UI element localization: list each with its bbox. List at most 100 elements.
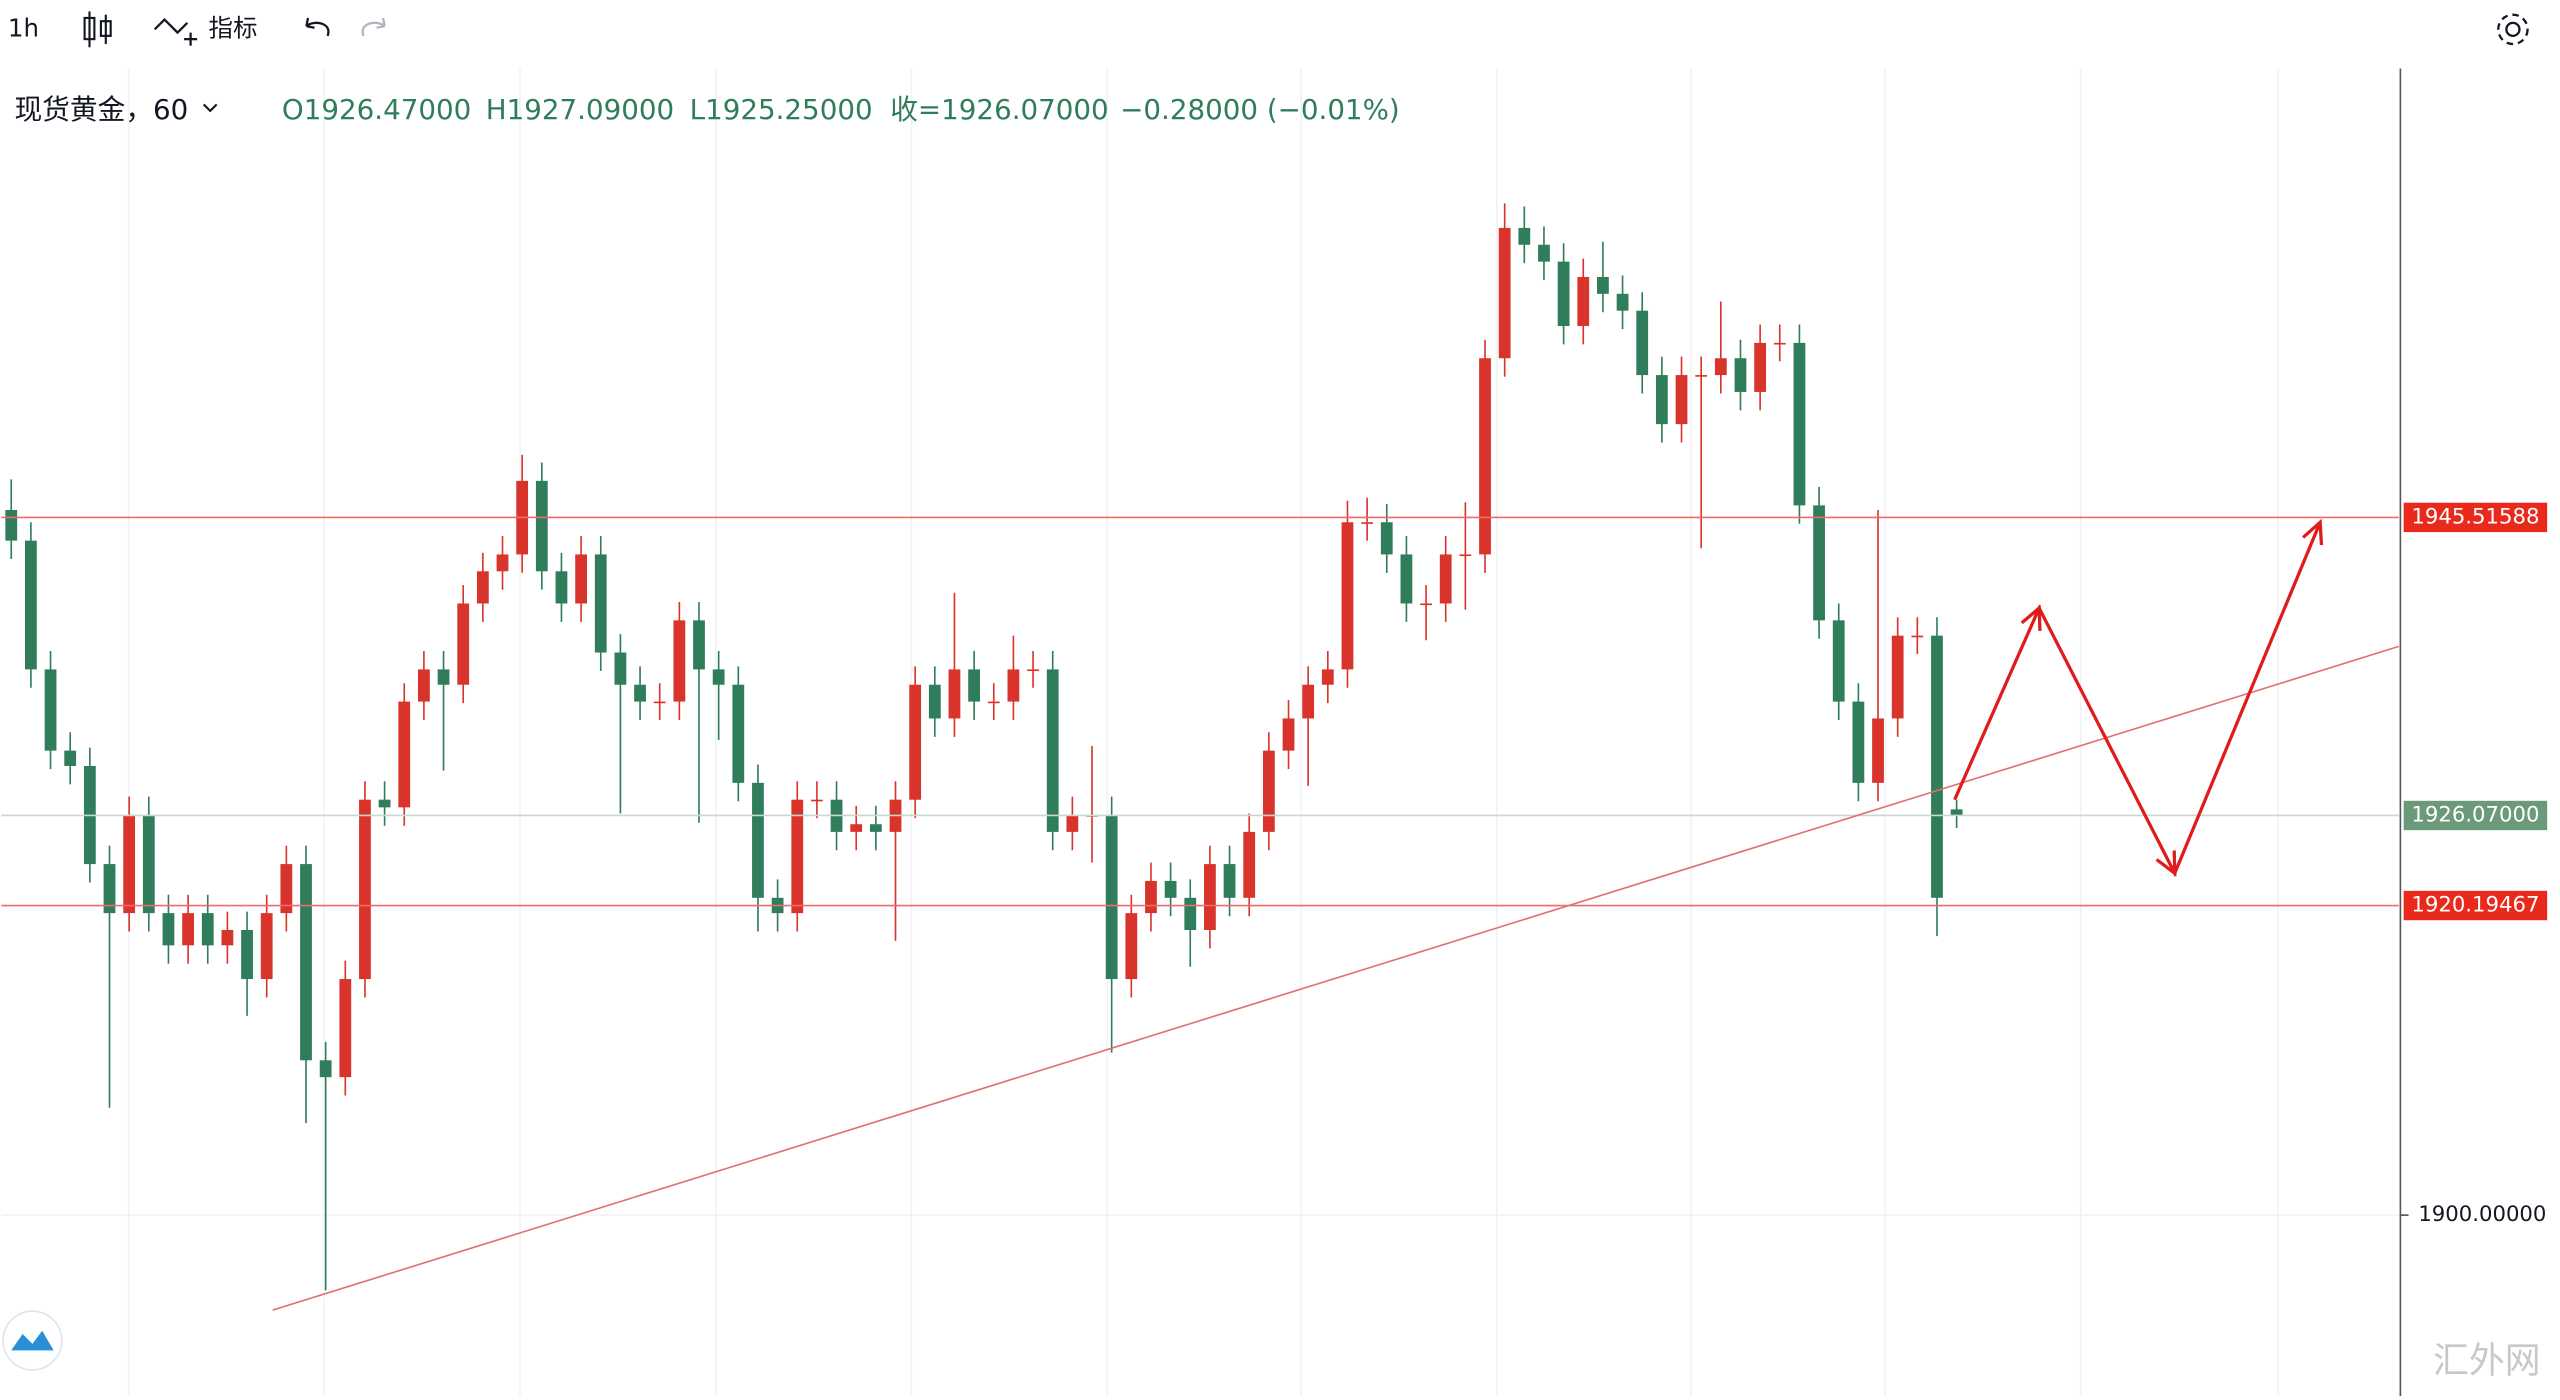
y-tick-label: 1900.00000 — [2418, 1201, 2546, 1226]
candle-body — [673, 620, 686, 702]
candle-body — [1891, 635, 1904, 719]
ohlc-open: O1926.47000 — [282, 93, 471, 126]
candle-body — [1145, 880, 1157, 914]
candle-body — [1773, 342, 1786, 345]
price-label: 1945.51588 — [2411, 503, 2539, 528]
arrowhead — [2302, 518, 2324, 546]
candle-body — [712, 669, 725, 685]
price-label-box — [2403, 502, 2548, 533]
candle-body — [241, 929, 253, 980]
indicators-label[interactable]: 指标 — [209, 13, 258, 42]
ohlc-close: 收=1926.07000 — [890, 93, 1108, 126]
undo-button[interactable] — [305, 17, 330, 37]
candle-body — [1262, 750, 1275, 832]
candle-body — [1066, 815, 1079, 832]
price-label-box — [2403, 890, 2548, 921]
candle-body — [201, 913, 214, 946]
candle-body — [948, 669, 961, 719]
candle-body — [1282, 718, 1295, 751]
candle-body — [339, 979, 352, 1078]
candle-body — [535, 480, 548, 572]
candle-body — [1439, 554, 1452, 604]
candle-body — [1498, 227, 1511, 359]
candle-body — [162, 913, 175, 946]
candle-body — [437, 669, 450, 685]
candle-body — [693, 620, 705, 670]
interval-button[interactable]: 1h — [8, 13, 39, 42]
candle-body — [496, 554, 509, 572]
candle-body — [1655, 375, 1668, 425]
candle-body — [1616, 293, 1629, 311]
candle-body — [1754, 342, 1767, 392]
candle-body — [378, 799, 391, 808]
ohlc-low: L1925.25000 — [690, 93, 873, 126]
candle-body — [575, 554, 587, 604]
candle-body — [280, 864, 293, 914]
candle-body — [182, 913, 194, 946]
candle-body — [359, 799, 371, 980]
candle-body — [1813, 505, 1825, 621]
candle-body — [398, 701, 411, 808]
logo[interactable] — [2, 1310, 63, 1371]
candle-body — [1597, 276, 1609, 294]
candle-body — [1321, 669, 1334, 685]
candle-body — [1793, 342, 1806, 506]
candle-body — [476, 571, 489, 604]
candle-body — [1950, 809, 1963, 816]
candle-body — [1125, 913, 1138, 980]
candle-body — [869, 824, 882, 832]
candle-body — [1027, 669, 1039, 672]
settings-button[interactable] — [2497, 13, 2529, 46]
candle-body — [987, 701, 1000, 704]
candle-body — [1577, 276, 1590, 327]
symbol-dropdown[interactable] — [202, 103, 218, 113]
candle-body — [142, 815, 155, 914]
candle-body — [1557, 261, 1570, 327]
candle-body — [1832, 620, 1845, 702]
candle-body — [1164, 880, 1177, 898]
candle-body — [1243, 831, 1256, 898]
price-label: 1920.19467 — [2411, 892, 2539, 917]
candle-body — [1714, 358, 1727, 376]
candle-body — [634, 684, 646, 702]
candle-body — [1420, 603, 1432, 606]
candle-body — [319, 1060, 332, 1078]
candle-body — [653, 701, 666, 704]
candle-body — [811, 799, 823, 802]
candle-body — [221, 929, 234, 946]
candle-body — [1302, 684, 1315, 719]
candle-body — [1007, 669, 1020, 702]
candle-body — [1675, 375, 1688, 425]
candle-body — [909, 684, 922, 800]
symbol-label[interactable]: 现货黄金，60 — [14, 93, 188, 126]
candle-body — [1400, 554, 1413, 604]
candle-body — [1852, 701, 1865, 783]
candle-body — [1636, 310, 1649, 376]
candle-type-button[interactable] — [83, 11, 112, 48]
candle-body — [752, 782, 764, 898]
candle-body — [555, 571, 568, 604]
redo-button[interactable] — [361, 17, 386, 37]
candle-body — [614, 652, 627, 685]
candle-body — [25, 540, 37, 670]
candle-body — [732, 684, 745, 783]
watermark: 汇外网 — [2433, 1340, 2541, 1381]
candle-body — [1911, 635, 1924, 638]
candle-body — [1479, 358, 1491, 555]
arrowhead — [2155, 850, 2177, 877]
candle-body — [1105, 815, 1118, 980]
trendline — [272, 645, 2400, 1311]
candle-body — [1204, 864, 1216, 930]
price-label-box — [2403, 800, 2548, 831]
candle-body — [260, 913, 273, 980]
indicators-button[interactable] — [153, 17, 198, 46]
candle-body — [791, 799, 804, 914]
candle-body — [1872, 718, 1884, 783]
forecast-arrow — [1953, 521, 2322, 878]
candle-body — [64, 750, 77, 766]
candle-body — [594, 554, 607, 653]
price-label: 1926.07000 — [2411, 801, 2539, 826]
candle-body — [1380, 522, 1393, 555]
